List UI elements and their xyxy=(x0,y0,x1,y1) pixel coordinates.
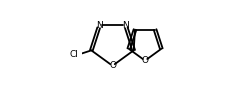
Text: O: O xyxy=(141,56,149,65)
Text: Cl: Cl xyxy=(69,50,78,59)
Text: O: O xyxy=(109,61,116,70)
Text: N: N xyxy=(96,21,103,30)
Text: N: N xyxy=(122,21,129,30)
